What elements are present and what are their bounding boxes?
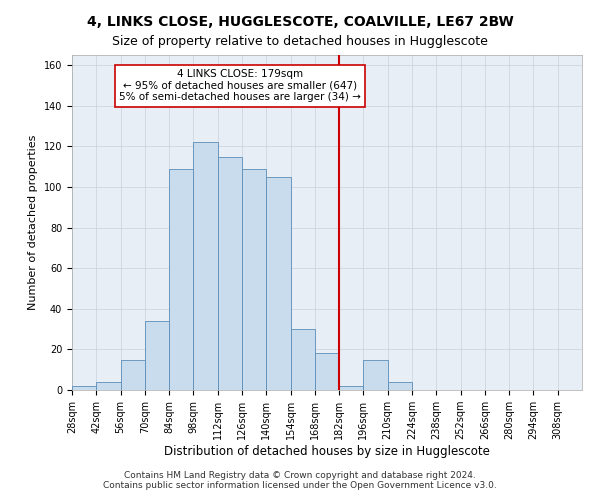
Text: 4, LINKS CLOSE, HUGGLESCOTE, COALVILLE, LE67 2BW: 4, LINKS CLOSE, HUGGLESCOTE, COALVILLE, …: [86, 15, 514, 29]
Bar: [169, 168, 193, 390]
Text: 4 LINKS CLOSE: 179sqm
← 95% of detached houses are smaller (647)
5% of semi-deta: 4 LINKS CLOSE: 179sqm ← 95% of detached …: [119, 69, 361, 102]
Text: Size of property relative to detached houses in Hugglescote: Size of property relative to detached ho…: [112, 35, 488, 48]
Text: Contains HM Land Registry data © Crown copyright and database right 2024.
Contai: Contains HM Land Registry data © Crown c…: [103, 470, 497, 490]
Bar: [364, 360, 388, 390]
Bar: [290, 329, 315, 390]
Bar: [218, 156, 242, 390]
Bar: [242, 168, 266, 390]
Bar: [266, 177, 290, 390]
X-axis label: Distribution of detached houses by size in Hugglescote: Distribution of detached houses by size …: [164, 445, 490, 458]
Bar: [388, 382, 412, 390]
Bar: [145, 321, 169, 390]
Bar: [121, 360, 145, 390]
Bar: [96, 382, 121, 390]
Y-axis label: Number of detached properties: Number of detached properties: [28, 135, 38, 310]
Bar: [339, 386, 364, 390]
Bar: [193, 142, 218, 390]
Bar: [315, 354, 339, 390]
Bar: [72, 386, 96, 390]
